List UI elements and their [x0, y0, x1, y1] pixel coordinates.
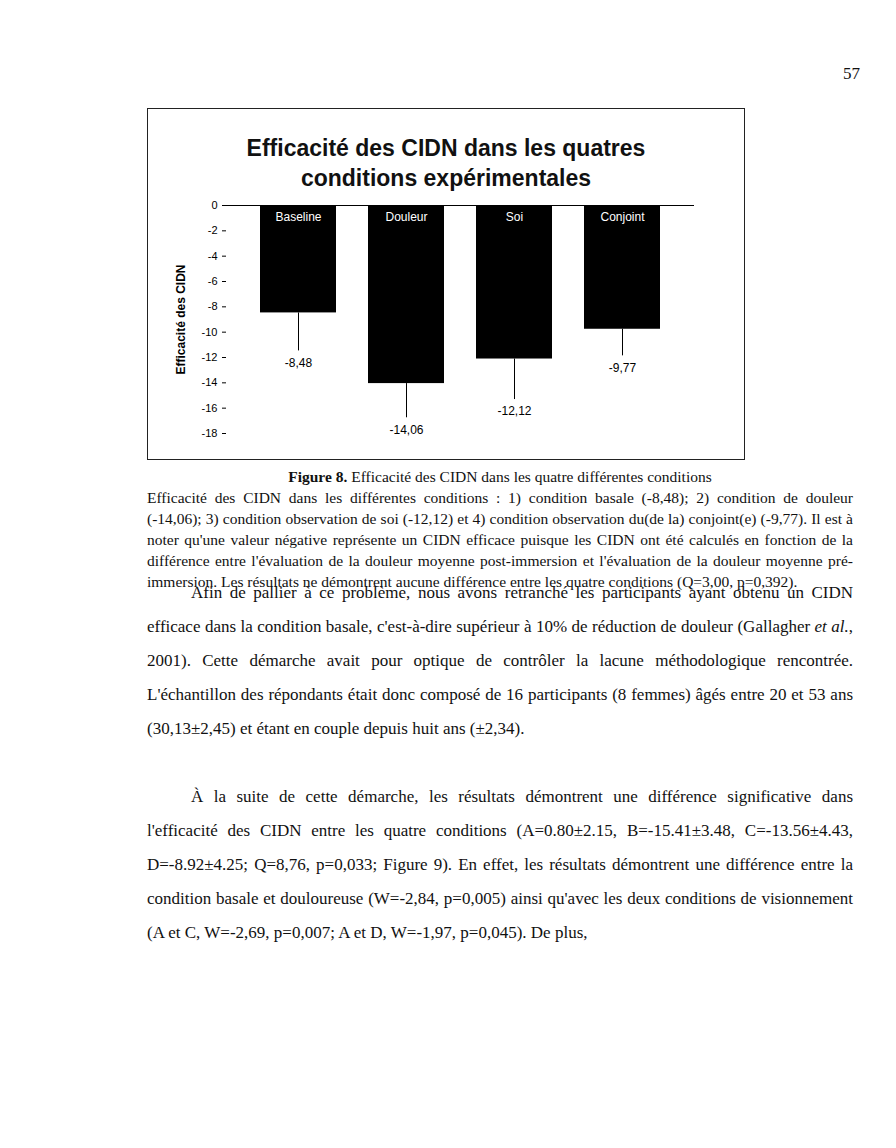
svg-text:-12,12: -12,12 [497, 404, 531, 418]
svg-text:-10: -10 [202, 326, 218, 338]
svg-text:-12: -12 [202, 351, 218, 363]
html-text:57: 57 [843, 64, 860, 83]
svg-text:-8,48: -8,48 [285, 356, 313, 370]
svg-text:Conjoint: Conjoint [600, 210, 645, 224]
svg-text:-4: -4 [208, 250, 218, 262]
svg-text:-16: -16 [202, 402, 218, 414]
svg-text:-6: -6 [208, 275, 218, 287]
svg-text:Efficacité des CIDN: Efficacité des CIDN [174, 264, 188, 374]
html-text:Efficacité des CIDN dans les q: Efficacité des CIDN dans les quatres con… [246, 135, 646, 191]
svg-text:Baseline: Baseline [275, 210, 321, 224]
svg-text:-18: -18 [202, 427, 218, 439]
html-text:À la suite de cette démarche,: À la suite de cette démarche, les résult… [147, 787, 853, 942]
svg-text:-9,77: -9,77 [609, 361, 637, 375]
svg-text:0: 0 [211, 199, 217, 211]
svg-text:-14,06: -14,06 [389, 423, 423, 437]
svg-text:-8: -8 [208, 300, 218, 312]
svg-text:Soi: Soi [506, 210, 523, 224]
html-text:Afin de pallier à ce problème,: Afin de pallier à ce problème, nous avon… [147, 583, 853, 738]
html-text:Efficacité des CIDN dans les d: Efficacité des CIDN dans les différentes… [147, 489, 853, 590]
html-text:Figure 8. Efficacité des CIDN: Figure 8. Efficacité des CIDN dans les q… [288, 468, 712, 485]
svg-text:-14: -14 [202, 376, 218, 388]
svg-text:-2: -2 [208, 224, 218, 236]
svg-text:Douleur: Douleur [385, 210, 427, 224]
